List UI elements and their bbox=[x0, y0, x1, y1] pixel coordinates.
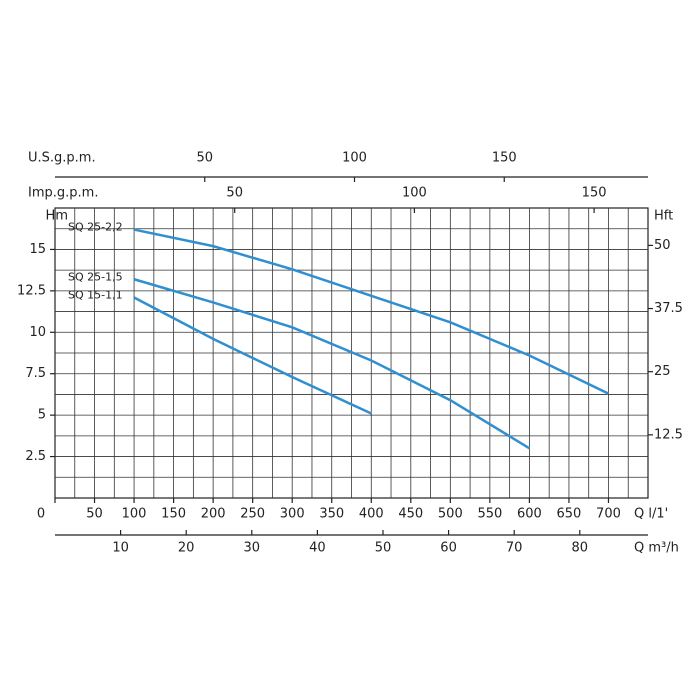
x-tick-label: 100 bbox=[122, 507, 147, 522]
x-tick-label: 250 bbox=[240, 507, 265, 522]
x-tick-label: 50 bbox=[226, 186, 243, 201]
x-tick-label: 100 bbox=[342, 151, 367, 166]
y2-tick-label: 25 bbox=[654, 364, 671, 379]
x-tick-label: 100 bbox=[402, 186, 427, 201]
y-tick-label: 5 bbox=[38, 408, 46, 423]
series-label: SQ 25-1,5 bbox=[68, 270, 123, 283]
x-tick-label: 70 bbox=[506, 541, 523, 556]
y2-tick-label: 37.5 bbox=[654, 301, 683, 316]
x-tick-label: 60 bbox=[440, 541, 457, 556]
y-tick-label: 10 bbox=[29, 325, 46, 340]
axis-label: Q m³/h bbox=[634, 541, 679, 556]
x-tick-label: 150 bbox=[161, 507, 186, 522]
x-tick-label: 50 bbox=[375, 541, 392, 556]
x-tick-label: 50 bbox=[86, 507, 103, 522]
x-tick-label: 20 bbox=[178, 541, 195, 556]
curve bbox=[133, 278, 531, 450]
y-tick-label: 15 bbox=[29, 242, 46, 257]
x-tick-label: 30 bbox=[244, 541, 261, 556]
y-tick-label: 2.5 bbox=[25, 449, 46, 464]
x-tick-label: 150 bbox=[582, 186, 607, 201]
x-axis-label: Q l/1' bbox=[634, 507, 668, 522]
curve bbox=[133, 228, 610, 395]
x-tick-label: 300 bbox=[280, 507, 305, 522]
x-tick-label: 80 bbox=[572, 541, 589, 556]
y-tick-label: 12.5 bbox=[17, 283, 46, 298]
y2-tick-label: 50 bbox=[654, 238, 671, 253]
axis-label: U.S.g.p.m. bbox=[28, 151, 96, 166]
curve bbox=[133, 296, 372, 415]
x-tick-label: 50 bbox=[196, 151, 213, 166]
x-tick-label: 500 bbox=[438, 507, 463, 522]
x-tick-label: 400 bbox=[359, 507, 384, 522]
series-label: SQ 25-2,2 bbox=[68, 221, 123, 234]
x-tick-label: 150 bbox=[492, 151, 517, 166]
series-label: SQ 15-1,1 bbox=[68, 288, 123, 301]
y2-axis-label: Hft bbox=[654, 209, 673, 224]
x-tick-label: 0 bbox=[37, 507, 45, 522]
x-tick-label: 450 bbox=[398, 507, 423, 522]
x-tick-label: 550 bbox=[477, 507, 502, 522]
y-tick-label: 7.5 bbox=[25, 366, 46, 381]
y2-tick-label: 12.5 bbox=[654, 427, 683, 442]
x-tick-label: 10 bbox=[112, 541, 129, 556]
x-tick-label: 200 bbox=[201, 507, 226, 522]
x-tick-label: 350 bbox=[319, 507, 344, 522]
x-tick-label: 700 bbox=[596, 507, 621, 522]
axis-label: Imp.g.p.m. bbox=[28, 186, 98, 201]
x-tick-label: 650 bbox=[557, 507, 582, 522]
y-axis-label: Hm bbox=[46, 209, 68, 224]
x-tick-label: 600 bbox=[517, 507, 542, 522]
x-tick-label: 40 bbox=[309, 541, 326, 556]
